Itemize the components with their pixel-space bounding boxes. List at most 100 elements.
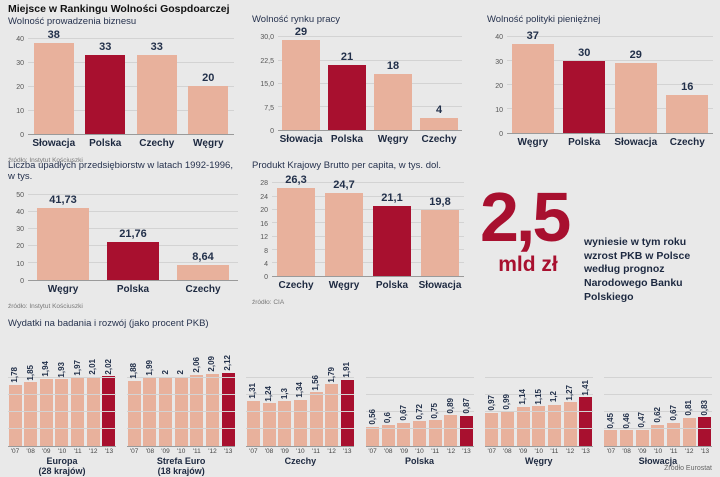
bar-value-label: 30 — [578, 46, 591, 59]
gridline — [365, 393, 474, 395]
bar-column: 1,94 — [39, 361, 53, 446]
bar — [381, 425, 395, 446]
bar — [24, 382, 38, 446]
bar-column: 0,89 — [444, 398, 458, 446]
year-label: '12 — [89, 448, 98, 455]
gridline — [507, 108, 713, 110]
bar — [635, 429, 649, 446]
y-tick-label: 12 — [260, 234, 268, 242]
bar-column: 24,7 — [321, 179, 367, 277]
bar-value-label: 0,67 — [398, 405, 408, 421]
bar-column: 0,67 — [667, 405, 681, 446]
callout-unit: mld zł — [498, 252, 558, 276]
y-tick-label: 10 — [16, 260, 24, 268]
y-tick-label: 30 — [16, 60, 24, 68]
bar-column: 37 — [508, 30, 558, 134]
chart-monetary-policy-freedom: Wolność polityki pieniężnej 40 30 20 10 0 37 30… — [487, 14, 713, 148]
plot: 41,73 21,76 8,64 — [28, 193, 238, 281]
year-label: '10 — [534, 448, 543, 455]
group-name-line: Europa — [46, 456, 78, 466]
bar-słowacja — [33, 43, 74, 135]
bar — [667, 422, 681, 446]
gridline — [246, 410, 355, 412]
y-tick-label: 7,5 — [264, 104, 274, 112]
bar-column: 4 — [417, 104, 461, 131]
bar-column: 33 — [132, 41, 182, 135]
bar-column: 2,06 — [190, 357, 204, 446]
source-label: Źródło Eurostat — [664, 465, 712, 472]
bar-column: 1,24 — [262, 386, 276, 446]
bar-column: 2 — [174, 370, 188, 446]
group-name-line: Węgry — [524, 456, 553, 466]
gridline — [272, 262, 464, 264]
y-axis: 28 24 20 16 12 8 4 0 — [252, 180, 272, 281]
bar-value-label: 24,7 — [333, 179, 355, 192]
year-label: '08 — [145, 448, 155, 455]
bar-węgry — [511, 43, 554, 134]
bar-column: 0,45 — [604, 413, 618, 446]
bar-column: 33 — [80, 41, 130, 135]
bar-value-label: 0,87 — [461, 398, 471, 414]
category-label: Czechy — [421, 134, 457, 146]
gridline — [28, 85, 234, 87]
bar-value-label: 38 — [47, 29, 60, 42]
bars: 0,45 0,46 0,47 0,62 0,67 0,81 0,83 — [603, 371, 712, 447]
gridline — [8, 376, 116, 378]
bar — [620, 430, 634, 446]
bar — [428, 420, 442, 446]
gridline — [272, 235, 464, 237]
bar-column: 0,97 — [485, 395, 499, 446]
year-label: '10 — [176, 448, 186, 455]
bar-value-label: 1,24 — [264, 385, 274, 402]
y-axis: 40 30 20 10 0 — [487, 34, 507, 138]
bar-column: 26,3 — [273, 174, 319, 277]
bar-węgry — [325, 193, 363, 277]
bar — [366, 426, 380, 446]
bar-column: 0,47 — [635, 412, 649, 446]
plot: 29 21 18 4 — [278, 26, 462, 132]
bar-column: 0,87 — [460, 398, 474, 446]
bar-value-label: 0,56 — [367, 409, 377, 425]
gridline — [272, 208, 464, 210]
bar — [682, 418, 696, 446]
year-label: '11 — [192, 448, 201, 455]
chart-title: Wolność prowadzenia biznesu — [8, 16, 137, 27]
bar-value-label: 2,02 — [103, 358, 113, 375]
bar-value-label: 33 — [150, 41, 163, 54]
y-tick-label: 30 — [495, 58, 503, 66]
year-label: '08 — [264, 448, 274, 455]
plot-area: 28 24 20 16 12 8 4 0 26,3 24,7 21,1 19,8 — [252, 174, 464, 281]
gridline — [127, 376, 236, 378]
bar-słowacja — [614, 63, 657, 134]
bar-value-label: 1,99 — [144, 359, 154, 376]
category-label: Czechy — [139, 138, 175, 150]
bar-column: 2,12 — [221, 355, 235, 446]
chart-title: Produkt Krajowy Brutto per capita, w tys… — [252, 160, 442, 171]
bar-value-label: 1,15 — [533, 388, 543, 405]
bar-column: 1,2 — [547, 391, 561, 446]
plot-area: 50 40 30 20 10 0 41,73 21,76 8,64 — [8, 188, 238, 285]
bar-value-label: 0,46 — [621, 412, 631, 429]
bar-value-label: 4 — [435, 103, 443, 116]
bar — [340, 380, 354, 446]
year-label: '13 — [104, 448, 114, 455]
bar-column: 0,81 — [682, 400, 696, 446]
plot: 37 30 29 16 — [507, 30, 713, 135]
bar-value-label: 0,97 — [486, 394, 496, 411]
gridline — [28, 38, 234, 40]
bar — [604, 430, 618, 446]
callout-big-value: 2,5 — [480, 178, 571, 256]
year-label: '07 — [368, 448, 377, 455]
year-label: '12 — [565, 448, 575, 455]
gridline — [365, 427, 474, 429]
gridline — [127, 410, 236, 412]
category-label: Polska — [89, 138, 122, 150]
group-name-line: Słowacja — [638, 456, 678, 466]
bar — [262, 403, 276, 446]
group-name: Węgry — [485, 456, 593, 467]
gridline — [28, 227, 238, 229]
bar — [278, 401, 292, 446]
category-labels: Słowacja Polska Węgry Czechy — [278, 134, 462, 145]
chart-title: Wydatki na badania i rozwój (jako procen… — [8, 318, 209, 329]
bar-polska — [563, 60, 606, 134]
